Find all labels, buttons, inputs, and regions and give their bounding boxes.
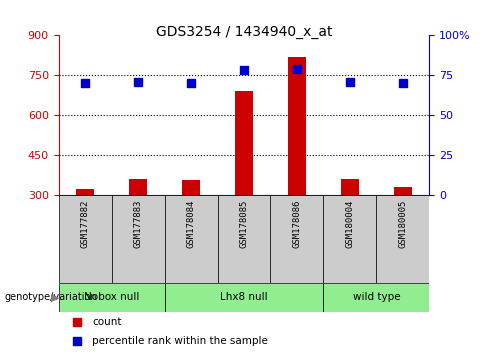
FancyBboxPatch shape	[218, 195, 270, 283]
Text: GSM178084: GSM178084	[186, 199, 196, 247]
Bar	[341, 179, 359, 195]
Point	[187, 80, 195, 86]
Bar	[129, 179, 147, 195]
FancyBboxPatch shape	[324, 283, 429, 312]
Text: GDS3254 / 1434940_x_at: GDS3254 / 1434940_x_at	[156, 25, 332, 39]
Point	[73, 319, 81, 325]
Text: GSM180005: GSM180005	[398, 199, 407, 247]
FancyBboxPatch shape	[164, 195, 218, 283]
Text: ▶: ▶	[51, 292, 60, 302]
Point	[240, 68, 248, 73]
Text: Nobox null: Nobox null	[84, 292, 139, 302]
Text: GSM178085: GSM178085	[240, 199, 248, 247]
FancyBboxPatch shape	[59, 195, 112, 283]
Text: GSM178086: GSM178086	[292, 199, 302, 247]
Bar	[394, 187, 412, 195]
Text: genotype/variation: genotype/variation	[5, 292, 98, 302]
FancyBboxPatch shape	[112, 195, 164, 283]
Point	[134, 79, 142, 84]
Point	[293, 66, 301, 72]
FancyBboxPatch shape	[270, 195, 324, 283]
FancyBboxPatch shape	[376, 195, 429, 283]
Bar	[235, 91, 253, 195]
FancyBboxPatch shape	[164, 283, 324, 312]
Point	[81, 80, 89, 86]
FancyBboxPatch shape	[324, 195, 376, 283]
Text: GSM180004: GSM180004	[346, 199, 354, 247]
Text: GSM177883: GSM177883	[134, 199, 142, 247]
Text: percentile rank within the sample: percentile rank within the sample	[92, 336, 268, 346]
Text: wild type: wild type	[353, 292, 400, 302]
Bar	[182, 180, 200, 195]
Text: Lhx8 null: Lhx8 null	[220, 292, 268, 302]
Bar	[76, 189, 94, 195]
FancyBboxPatch shape	[59, 283, 164, 312]
Point	[346, 79, 354, 84]
Bar	[288, 57, 306, 195]
Point	[399, 80, 407, 86]
Text: count: count	[92, 317, 122, 327]
Point	[73, 338, 81, 344]
Text: GSM177882: GSM177882	[81, 199, 90, 247]
